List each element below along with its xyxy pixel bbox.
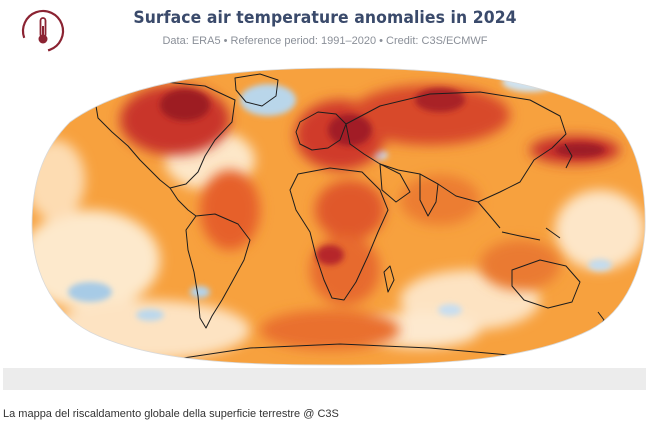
figure-title: Surface air temperature anomalies in 202… [133, 8, 517, 28]
figure-header: Surface air temperature anomalies in 202… [0, 0, 650, 64]
world-map-svg [31, 67, 646, 366]
anomaly-map [0, 60, 650, 370]
image-caption: La mappa del riscaldamento globale della… [3, 408, 339, 420]
coastlines [94, 73, 605, 361]
map-frame [31, 67, 646, 366]
figure-subtitle: Data: ERA5 • Reference period: 1991–2020… [162, 35, 488, 47]
thermometer-logo-icon [21, 9, 65, 53]
image-bottom-bar [3, 368, 646, 390]
anomaly-field [32, 68, 646, 365]
